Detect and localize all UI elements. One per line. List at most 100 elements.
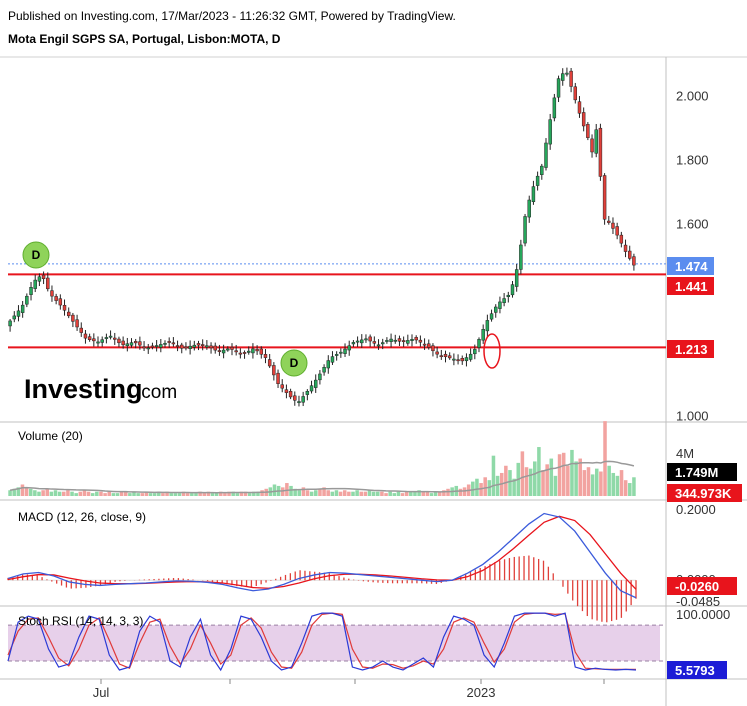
volume-bar bbox=[41, 490, 45, 496]
level-badge-lower-label: 1.213 bbox=[675, 342, 708, 357]
candle-body bbox=[376, 344, 381, 347]
volume-bar bbox=[533, 461, 537, 496]
candle-body bbox=[121, 340, 125, 346]
candle-body bbox=[615, 226, 619, 236]
candle-body bbox=[33, 279, 37, 289]
volume-bar bbox=[8, 490, 12, 496]
volume-bar bbox=[194, 493, 198, 496]
volume-bar bbox=[504, 465, 508, 496]
macd-tick-label: 0.2000 bbox=[676, 502, 716, 517]
candle-body bbox=[623, 244, 628, 252]
volume-bar bbox=[49, 491, 54, 496]
candle-body bbox=[16, 310, 21, 317]
candle-body bbox=[159, 344, 163, 348]
volume-bar bbox=[524, 467, 529, 496]
candle-body bbox=[58, 298, 63, 306]
candle-body bbox=[50, 290, 54, 297]
candle-body bbox=[561, 73, 565, 81]
volume-bar bbox=[152, 493, 157, 496]
volume-ma-line bbox=[9, 460, 635, 494]
volume-bar bbox=[561, 452, 566, 496]
candle-body bbox=[46, 277, 50, 290]
candle-body bbox=[108, 335, 113, 338]
candle-body bbox=[167, 341, 171, 343]
volume-bar bbox=[528, 468, 533, 496]
candle-body bbox=[590, 138, 594, 153]
candle-body bbox=[8, 320, 12, 327]
volume-bar bbox=[107, 491, 111, 496]
rsi-value-label: 5.5793 bbox=[675, 663, 715, 678]
volume-bar bbox=[95, 491, 99, 496]
macd-value-badge: -0.0260 bbox=[667, 577, 737, 595]
candle-body bbox=[87, 336, 92, 341]
macd-pane-title: MACD (12, 26, close, 9) bbox=[18, 510, 146, 524]
volume-bar bbox=[421, 491, 425, 496]
candle-body bbox=[284, 389, 289, 393]
candle-body bbox=[494, 306, 498, 313]
volume-bar bbox=[404, 491, 409, 496]
candle-body bbox=[226, 348, 230, 351]
volume-bar bbox=[549, 458, 554, 496]
volume-bar bbox=[45, 488, 50, 496]
candle-body bbox=[276, 372, 280, 384]
candle-body bbox=[452, 358, 456, 361]
volume-bar bbox=[314, 490, 318, 496]
volume-bar bbox=[508, 470, 512, 496]
level-badge-lower: 1.213 bbox=[667, 340, 714, 358]
volume-bar bbox=[442, 490, 446, 496]
volume-bar bbox=[599, 471, 603, 496]
candle-body bbox=[632, 256, 636, 266]
volume-bar bbox=[70, 491, 74, 496]
volume-bar bbox=[103, 493, 107, 496]
last-price-label: 1.474 bbox=[675, 259, 708, 274]
volume-bar bbox=[185, 493, 190, 496]
volume-bar bbox=[371, 491, 376, 496]
volume-bar bbox=[305, 490, 310, 496]
candle-body bbox=[192, 344, 197, 348]
volume-bar bbox=[479, 483, 483, 496]
candle-body bbox=[514, 269, 519, 287]
pane-frames bbox=[0, 56, 747, 706]
candle-body bbox=[435, 351, 439, 355]
candle-body bbox=[439, 355, 444, 358]
volume-bar bbox=[363, 491, 368, 496]
volume-bar bbox=[586, 467, 591, 496]
level-badge-upper-label: 1.441 bbox=[675, 279, 708, 294]
volume-bar bbox=[553, 475, 558, 496]
dividend-marker-2[interactable]: D bbox=[280, 349, 308, 377]
volume-bar bbox=[425, 491, 430, 496]
volume-bar bbox=[136, 493, 140, 496]
volume-bar bbox=[123, 491, 128, 496]
volume-bar bbox=[57, 491, 62, 496]
volume-bar bbox=[557, 454, 562, 496]
volume-bar bbox=[429, 493, 434, 496]
candle-body bbox=[565, 72, 569, 75]
volume-bar bbox=[173, 493, 178, 496]
volume-tick-label: 4M bbox=[676, 446, 694, 461]
price-tick-label: 2.000 bbox=[676, 88, 709, 103]
candle-body bbox=[213, 345, 217, 351]
logo-main-text: Investing bbox=[24, 374, 143, 404]
candle-body bbox=[272, 365, 276, 376]
candle-body bbox=[71, 314, 75, 322]
candle-body bbox=[234, 350, 238, 353]
volume-bar bbox=[148, 493, 153, 496]
dividend-marker-1[interactable]: D bbox=[22, 241, 50, 269]
candle-body bbox=[502, 298, 506, 304]
candle-body bbox=[150, 345, 155, 348]
candle-body bbox=[133, 341, 138, 344]
candle-body bbox=[339, 351, 343, 354]
candle-body bbox=[259, 348, 264, 355]
candle-body bbox=[125, 343, 130, 346]
candle-body bbox=[456, 359, 460, 362]
rsi-value-badge: 5.5793 bbox=[667, 661, 727, 679]
volume-bar bbox=[380, 491, 384, 496]
candle-body bbox=[79, 327, 83, 333]
candle-body bbox=[301, 396, 305, 403]
volume-bar bbox=[338, 491, 343, 496]
candle-body bbox=[489, 313, 494, 320]
candle-body bbox=[351, 342, 356, 345]
candle-body bbox=[100, 339, 104, 343]
candle-body bbox=[535, 175, 540, 186]
